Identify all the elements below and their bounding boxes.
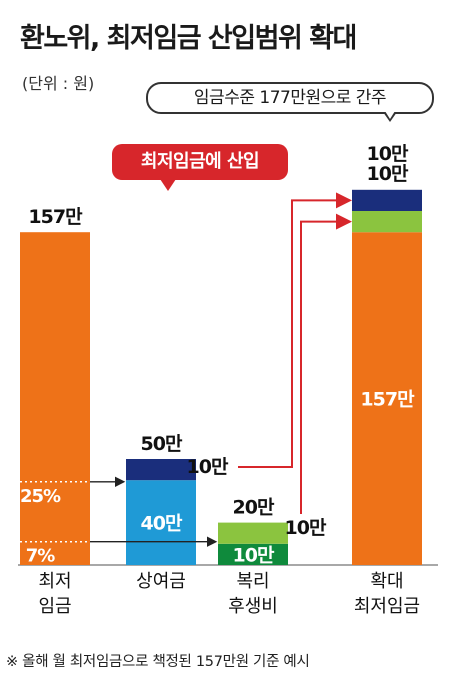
flow-arrow <box>300 213 352 514</box>
category-label: 상여금 <box>136 571 186 592</box>
category-label: 최저 <box>38 571 71 592</box>
bar-total-label: 20만 <box>233 497 275 519</box>
bar-segment <box>218 522 288 544</box>
bar-segment <box>126 459 196 481</box>
category-label: 복리 <box>236 571 269 592</box>
percent-label: 25% <box>20 486 61 507</box>
bar-segment <box>218 543 288 565</box>
bar-segment <box>126 480 196 565</box>
bar-segment <box>352 211 422 233</box>
footnote: ※ 올해 월 최저임금으로 책정된 157만원 기준 예시 <box>6 654 310 670</box>
callout-text: 임금수준 177만원으로 간주 <box>193 88 387 108</box>
labels-group: 157만25%7%최저임금40만50만상여금10만20만복리후생비157만10만… <box>20 143 420 617</box>
chart-title: 환노위, 최저임금 산입범위 확대 <box>20 23 357 54</box>
bar-segment <box>352 189 422 211</box>
bar-total-label: 50만 <box>141 433 183 455</box>
badge-tail <box>160 179 176 191</box>
segment-label: 157만 <box>360 389 415 411</box>
bar-top-label: 10만 <box>367 163 409 185</box>
flow-label: 10만 <box>187 456 229 478</box>
unit-label: (단위 : 원) <box>22 74 95 93</box>
callout-tail-fill <box>385 111 395 119</box>
bar-segment <box>352 232 422 565</box>
category-label: 확대 <box>370 571 403 592</box>
segment-label: 40만 <box>141 513 183 535</box>
bars-group <box>20 189 422 565</box>
bar-top-label: 10만 <box>367 143 409 165</box>
flow-arrow <box>238 192 352 468</box>
flows-group <box>90 192 352 547</box>
callout-bubble: 임금수준 177만원으로 간주 <box>146 82 434 114</box>
flow-label: 10만 <box>285 517 327 539</box>
bar-segment <box>20 232 90 565</box>
percent-label: 7% <box>26 546 56 567</box>
bar-total-label: 157만 <box>28 206 83 228</box>
category-label: 임금 <box>38 596 71 617</box>
badge-text: 최저임금에 산입 <box>140 151 260 172</box>
include-badge: 최저임금에 산입 <box>112 144 288 180</box>
category-label: 후생비 <box>228 596 278 617</box>
category-label: 최저임금 <box>354 596 420 617</box>
segment-label: 10만 <box>233 544 275 566</box>
